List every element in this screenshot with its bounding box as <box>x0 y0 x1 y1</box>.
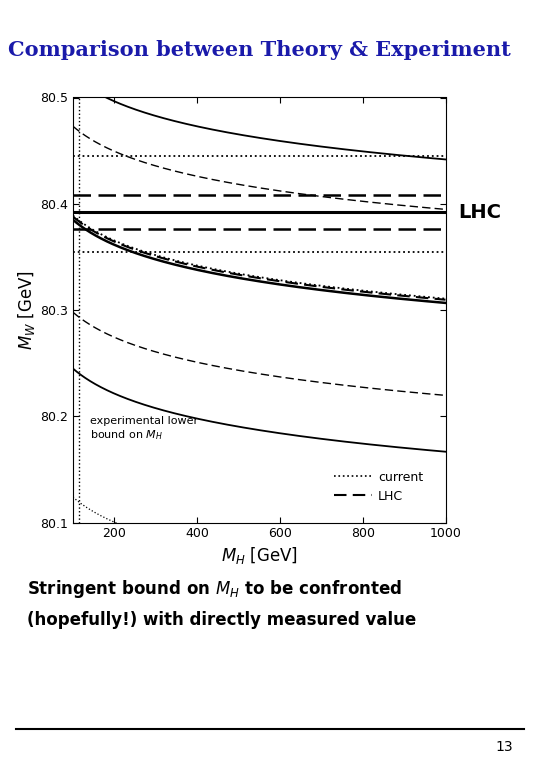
Text: LHC: LHC <box>458 203 501 222</box>
Y-axis label: $M_W$ [GeV]: $M_W$ [GeV] <box>16 270 37 350</box>
Text: experimental lower
bound on $M_H$: experimental lower bound on $M_H$ <box>90 417 198 442</box>
Text: 13: 13 <box>495 740 513 754</box>
Legend: current, LHC: current, LHC <box>329 466 428 508</box>
X-axis label: $M_H$ [GeV]: $M_H$ [GeV] <box>221 544 298 566</box>
Text: Comparison between Theory & Experiment: Comparison between Theory & Experiment <box>8 41 511 60</box>
Text: Stringent bound on $M_H$ to be confronted: Stringent bound on $M_H$ to be confronte… <box>27 578 402 600</box>
Text: (hopefully!) with directly measured value: (hopefully!) with directly measured valu… <box>27 611 416 629</box>
